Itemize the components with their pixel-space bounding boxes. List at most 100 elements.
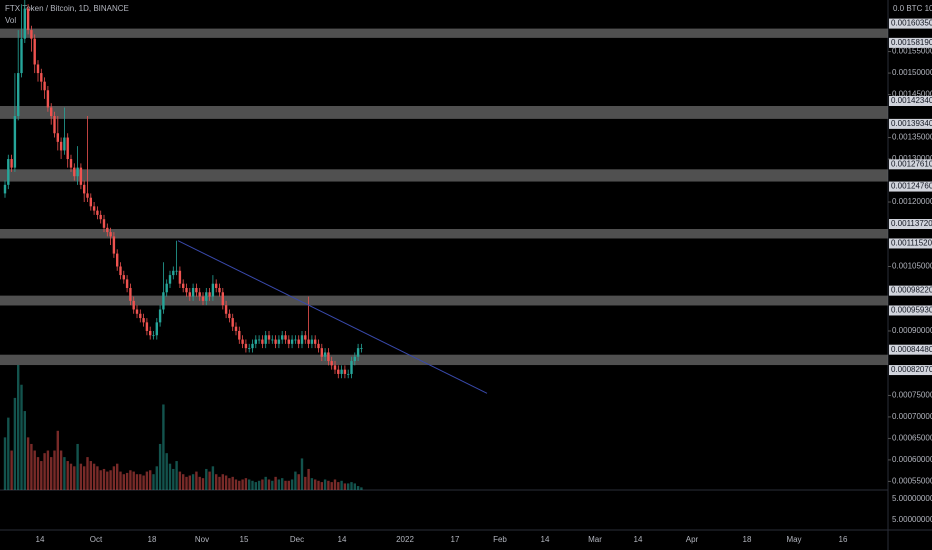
candle-body [26,8,30,31]
y-tick-label: 0.00130000 [892,154,932,163]
candle-body [172,270,175,276]
candle-body [330,361,333,366]
candle-body [208,292,211,297]
volume-bar [287,480,290,490]
x-tick-label: 18 [743,535,752,544]
volume-bar [76,443,79,490]
x-tick-label: May [786,535,801,544]
volume-bar [244,478,248,490]
volume-bar [281,478,284,490]
volume-bar [152,474,155,490]
volume-bar [307,468,310,490]
candle-body [347,373,350,375]
candle-body [116,253,119,267]
candle-body [191,287,195,297]
volume-bar [56,430,59,490]
zone-band [0,295,888,306]
volume-bar [26,437,30,490]
price-label: 0.00095930 [891,306,932,315]
y-tick-label: 0.00150000 [892,68,932,77]
candle-body [284,335,287,340]
price-label-box [889,285,932,296]
candle-body [63,137,66,151]
volume-bar [20,384,23,490]
volume-bar [238,480,241,490]
zone-band [0,229,888,239]
volume-bar [317,480,320,490]
candle-body [287,339,290,344]
y-tick-label: 0.00055000 [892,477,932,486]
candle-body [89,197,92,207]
volume-bar [304,476,307,490]
candle-body [215,283,218,288]
candle-body [66,137,69,160]
candle-body [33,38,36,65]
candle-body [257,339,261,341]
candle-body [350,361,353,374]
volume-bar [59,450,63,490]
volume-bar [158,443,162,490]
x-tick-label: 2022 [396,535,414,544]
volume-bar [175,461,178,490]
candle-body [145,322,149,331]
volume-bar [201,478,205,490]
candle-body [112,236,116,254]
volume-bar [13,397,17,490]
candle-body [231,318,234,327]
volume-bar [271,480,274,490]
chart-title: FTX Token / Bitcoin, 1D, BINANCE [5,4,129,13]
volume-bar [340,480,343,490]
candle-body [248,348,251,349]
volume-bar [290,479,294,490]
y-tick-label: 0.00105000 [892,262,932,271]
candle-body [46,90,50,108]
volume-bar [178,471,182,490]
volume-bar [274,476,277,490]
price-label-box [889,365,932,376]
x-tick-label: Nov [195,535,209,544]
candle-body [307,339,310,344]
price-label-box [889,18,932,29]
price-label-box [889,159,932,170]
volume-bar [106,471,109,490]
volume-bar [83,466,86,490]
x-tick-label: 14 [36,535,45,544]
volume-bar [234,479,238,490]
price-label: 0.00084480 [891,345,932,354]
volume-bar [116,463,119,490]
volume-bar [53,450,56,490]
y-tick-label: 0.00065000 [892,434,932,443]
candle-body [238,330,241,340]
price-label: 0.00127610 [891,159,932,168]
volume-bar [122,474,125,490]
candle-body [43,81,46,91]
x-tick-label: Feb [493,535,507,544]
candle-body [40,73,43,82]
volume-bar [96,466,99,490]
price-label: 0.00098220 [891,286,932,295]
candle-body [195,287,198,293]
candle-body [158,309,162,323]
candle-body [92,206,96,211]
candle-body [185,287,188,293]
volume-bar [155,466,158,490]
price-label-box [889,181,932,192]
volume-bar [211,466,215,490]
volume-bar [191,474,195,490]
volume-bar [36,457,40,490]
candle-body [323,352,327,357]
volume-bar [347,483,350,490]
volume-bar [79,463,83,490]
volume-bar [360,487,363,490]
volume-bar [224,475,228,490]
candle-body [353,356,356,362]
y-tick-label: 0.00145000 [892,90,932,99]
volume-bar [182,474,185,490]
candle-body [20,38,23,74]
candle-body [7,159,10,185]
candle-body [165,283,168,293]
volume-bar [323,479,327,490]
candle-body [109,232,112,237]
candle-body [96,210,99,215]
